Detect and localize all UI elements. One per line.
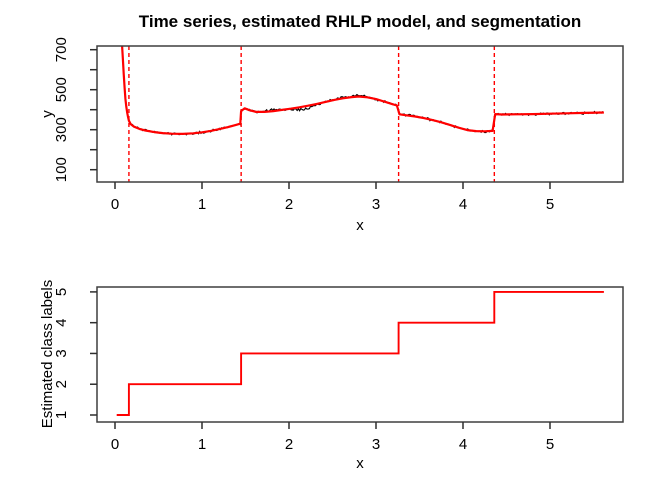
x-tick-label: 5 [546, 436, 554, 453]
x-tick-label: 3 [372, 196, 380, 213]
top-x-axis-label: x [356, 217, 364, 234]
x-tick-label: 4 [459, 436, 467, 453]
y-tick-label: 3 [53, 349, 70, 357]
plot-box [96, 45, 624, 183]
x-tick-label: 1 [198, 196, 206, 213]
bottom-panel: 1 2 3 4 5 0 1 2 3 4 5 Estimated class labels x [39, 280, 624, 472]
bottom-y-axis-label: Estimated class labels [39, 280, 56, 428]
class-step-line [116, 290, 604, 416]
y-tick-label: 2 [53, 380, 70, 388]
y-tick-label: 4 [53, 319, 70, 327]
chart-title: Time series, estimated RHLP model, and s… [139, 12, 581, 31]
bottom-plot-area: 1 2 3 4 5 0 1 2 3 4 5 [53, 286, 624, 453]
x-tick-label: 4 [459, 196, 467, 213]
y-tick-label: 300 [53, 117, 70, 142]
y-tick-label: 500 [53, 77, 70, 102]
top-panel: 100 300 500 700 0 1 2 3 4 5 y x [39, 37, 624, 234]
y-tick-label: 1 [53, 411, 70, 419]
top-plot-area: 100 300 500 700 0 1 2 3 4 5 [53, 37, 624, 213]
plot-box [96, 286, 624, 423]
y-tick-label: 700 [53, 37, 70, 62]
x-tick-label: 1 [198, 436, 206, 453]
x-tick-label: 2 [285, 436, 293, 453]
model-line [120, 46, 604, 135]
top-y-axis-label: y [39, 110, 56, 118]
x-tick-label: 0 [111, 436, 119, 453]
x-tick-label: 2 [285, 196, 293, 213]
y-tick-label: 100 [53, 157, 70, 182]
x-tick-label: 0 [111, 196, 119, 213]
bottom-x-axis-label: x [356, 455, 364, 472]
y-tick-label: 5 [53, 288, 70, 296]
x-tick-label: 3 [372, 436, 380, 453]
x-tick-label: 5 [546, 196, 554, 213]
